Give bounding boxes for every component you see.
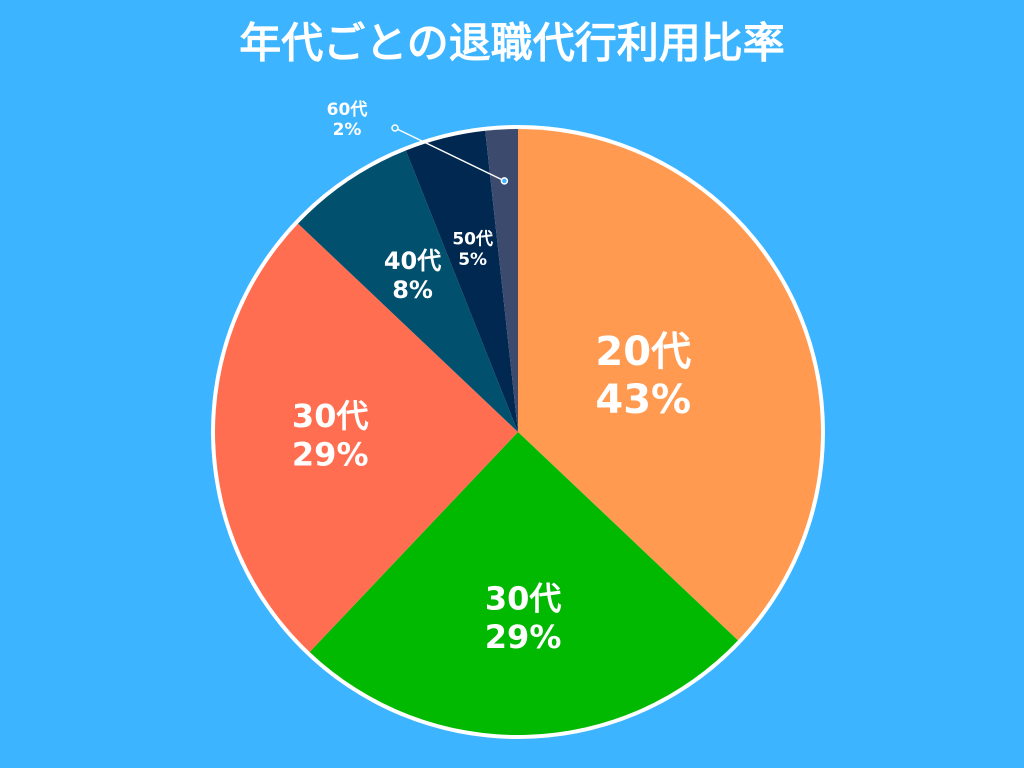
slice-value-label: 43% xyxy=(595,377,691,423)
slice-value-label: 8% xyxy=(392,276,433,304)
slice-value-label: 5% xyxy=(458,250,487,270)
slice-label: 60代 xyxy=(327,99,368,120)
leader-dot xyxy=(391,124,399,132)
slice-label: 20代 xyxy=(595,329,691,375)
leader-dot xyxy=(500,177,509,185)
slice-value-label: 29% xyxy=(485,618,562,656)
slice-label: 30代 xyxy=(292,397,369,435)
pie-slice xyxy=(485,129,518,432)
pie-slice xyxy=(309,432,738,735)
pie-slice xyxy=(298,150,518,432)
slice-label: 30代 xyxy=(485,580,562,618)
pie-slice xyxy=(215,223,519,652)
pie-slice xyxy=(518,129,821,641)
slice-value-label: 29% xyxy=(292,435,369,473)
slice-label: 40代 xyxy=(384,247,441,275)
leader-line xyxy=(394,127,505,182)
slice-value-label: 2% xyxy=(333,120,362,140)
pie-slice xyxy=(405,130,518,433)
chart-title: 年代ごとの退職代行利用比率 xyxy=(239,19,785,68)
slice-label: 50代 xyxy=(452,228,493,249)
